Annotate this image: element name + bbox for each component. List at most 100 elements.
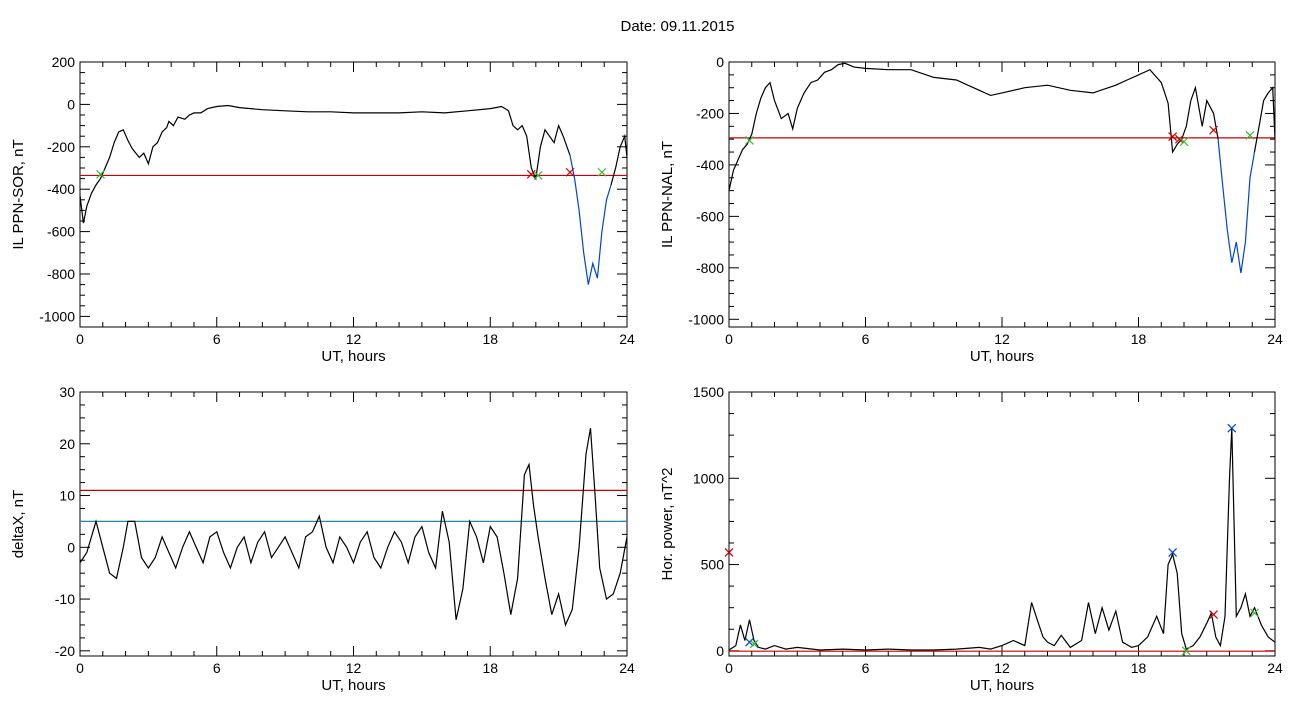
series-line — [729, 428, 1275, 651]
x-tick-label: 24 — [619, 660, 635, 676]
series-line — [569, 155, 612, 285]
chart-p1: 0 6 12 18 24 -1000 -800 -600 -400 -200 0 200 UT, hou… — [10, 54, 635, 365]
y-tick-label: -800 — [696, 260, 724, 276]
y-tick-label: 20 — [59, 436, 75, 452]
y-tick-label: -400 — [696, 157, 724, 173]
x-marker — [597, 167, 607, 177]
y-tick-label: -200 — [696, 105, 724, 121]
y-tick-label: 0 — [67, 96, 75, 112]
x-marker — [1168, 548, 1178, 557]
x-axis-label: UT, hours — [970, 677, 1034, 694]
y-tick-label: -1000 — [39, 308, 75, 324]
y-tick-label: 0 — [67, 539, 75, 555]
x-tick-label: 12 — [346, 331, 362, 347]
x-marker — [749, 639, 759, 649]
x-tick-label: 12 — [346, 660, 362, 676]
x-marker-stroke — [533, 170, 543, 180]
x-marker-stroke — [1179, 137, 1189, 147]
x-marker-stroke — [1245, 130, 1255, 140]
series-line — [1217, 139, 1256, 274]
chart-p2: 0 6 12 18 24 -1000 -800 -600 -400 -200 0 UT, hours I… — [659, 54, 1283, 365]
x-tick-label: 6 — [213, 331, 221, 347]
x-tick-label: 6 — [862, 660, 870, 676]
y-tick-label: -400 — [47, 181, 75, 197]
plot-frame — [728, 61, 1276, 328]
y-tick-label: 10 — [59, 488, 75, 504]
x-marker-stroke — [565, 167, 575, 177]
x-axis-label: UT, hours — [970, 348, 1034, 365]
plot-frame — [79, 61, 628, 328]
series-line — [610, 133, 627, 186]
x-marker — [745, 637, 754, 647]
y-tick-label: -20 — [55, 643, 75, 659]
x-tick-label: 0 — [725, 660, 733, 676]
x-marker-stroke — [745, 136, 754, 145]
y-tick-label: 1500 — [693, 384, 724, 400]
x-marker — [96, 169, 105, 179]
series-line — [80, 104, 571, 224]
y-tick-label: 0 — [716, 643, 724, 659]
x-marker-stroke — [724, 548, 734, 557]
y-tick-label: 1000 — [693, 470, 724, 486]
x-marker-stroke — [1250, 608, 1259, 618]
chart-p4: 0 6 12 18 24 0 500 1000 1500 UT, hours Hor. power,… — [659, 384, 1283, 694]
plot-frame — [79, 391, 628, 657]
x-tick-label: 0 — [76, 331, 84, 347]
x-marker — [1227, 423, 1237, 433]
x-marker — [565, 167, 575, 177]
x-marker-stroke — [1227, 423, 1237, 433]
x-marker — [1168, 132, 1178, 142]
x-axis-label: UT, hours — [321, 348, 385, 365]
x-marker — [1245, 130, 1255, 140]
x-tick-label: 12 — [994, 331, 1010, 347]
x-marker — [1181, 646, 1191, 656]
x-marker — [1179, 137, 1189, 147]
x-marker — [1175, 134, 1184, 144]
y-tick-label: -1000 — [688, 311, 724, 327]
x-marker-stroke — [96, 169, 105, 179]
x-tick-label: 18 — [1131, 660, 1147, 676]
x-tick-label: 6 — [862, 331, 870, 347]
series-line — [1253, 86, 1275, 153]
x-tick-label: 24 — [1267, 331, 1283, 347]
x-marker-stroke — [1168, 548, 1178, 557]
x-tick-label: 24 — [619, 331, 635, 347]
y-tick-label: 30 — [59, 384, 75, 400]
series-line — [80, 428, 627, 627]
x-marker-stroke — [1209, 610, 1218, 620]
y-tick-label: -600 — [696, 208, 724, 224]
x-marker-stroke — [1168, 132, 1178, 142]
y-tick-label: 0 — [716, 54, 724, 70]
y-tick-label: -200 — [47, 139, 75, 155]
x-marker-stroke — [597, 167, 607, 177]
x-tick-label: 18 — [482, 660, 498, 676]
y-axis-label: IL PPN-NAL, nT — [659, 141, 676, 248]
x-marker-stroke — [1181, 646, 1191, 656]
y-tick-label: 500 — [701, 557, 725, 573]
chart-p3: 0 6 12 18 24 -20 -10 0 10 20 30 UT, hours deltaX, nT — [10, 384, 635, 694]
x-marker-stroke — [749, 639, 759, 649]
x-tick-label: 6 — [213, 660, 221, 676]
x-marker-stroke — [1209, 125, 1218, 135]
y-axis-label: IL PPN-SOR, nT — [10, 139, 27, 249]
x-marker — [1209, 610, 1218, 620]
plot-frame — [728, 391, 1276, 657]
date-title: Date: 09.11.2015 — [620, 18, 735, 35]
series-line — [729, 62, 1219, 191]
y-axis-label: deltaX, nT — [10, 490, 27, 558]
x-marker-stroke — [1175, 134, 1184, 144]
x-tick-label: 0 — [76, 660, 84, 676]
x-marker — [745, 136, 754, 145]
x-tick-label: 18 — [1131, 331, 1147, 347]
y-tick-label: -800 — [47, 266, 75, 282]
y-tick-label: 200 — [52, 54, 76, 70]
x-marker — [533, 170, 543, 180]
x-tick-label: 18 — [482, 331, 498, 347]
x-axis-label: UT, hours — [321, 677, 385, 694]
x-tick-label: 24 — [1267, 660, 1283, 676]
y-tick-label: -10 — [55, 591, 75, 607]
y-axis-label: Hor. power, nT^2 — [659, 468, 676, 581]
x-marker — [724, 548, 734, 557]
